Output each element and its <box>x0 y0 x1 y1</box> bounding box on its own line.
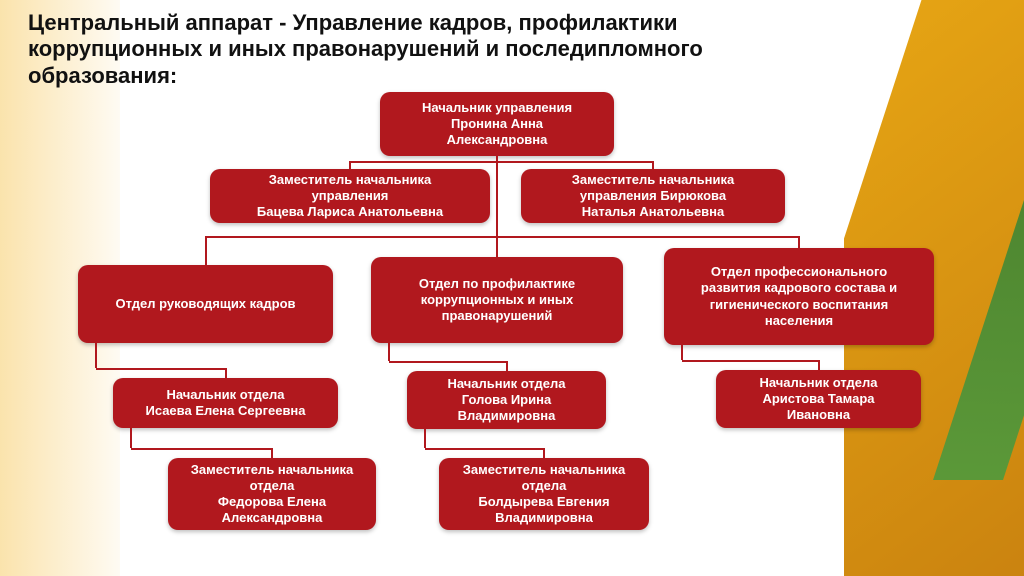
org-edge <box>682 360 819 362</box>
org-edge <box>225 368 227 378</box>
org-node-root: Начальник управленияПронина АннаАлександ… <box>380 92 614 156</box>
org-edge <box>95 343 97 368</box>
org-edge <box>389 361 507 363</box>
org-edge <box>681 345 683 360</box>
org-node-d1: Отдел руководящих кадров <box>78 265 333 343</box>
org-node-dep2: Заместитель начальникауправления Бирюков… <box>521 169 785 223</box>
org-edge <box>496 236 498 257</box>
org-node-dep1: Заместитель начальникауправленияБацева Л… <box>210 169 490 223</box>
org-node-s1: Заместитель начальникаотделаФедорова Еле… <box>168 458 376 530</box>
org-edge <box>206 236 800 238</box>
org-edge <box>652 161 654 169</box>
org-edge <box>350 161 653 163</box>
org-edge <box>130 428 132 448</box>
org-edge <box>424 429 426 448</box>
org-node-d2: Отдел по профилактикекоррупционных и ины… <box>371 257 623 343</box>
org-node-s2: Заместитель начальникаотделаБолдырева Ев… <box>439 458 649 530</box>
org-edge <box>425 448 544 450</box>
org-edge <box>131 448 272 450</box>
org-edge <box>205 236 207 265</box>
org-edge <box>271 448 273 458</box>
org-edge <box>496 161 498 236</box>
org-node-h1: Начальник отделаИсаева Елена Сергеевна <box>113 378 338 428</box>
org-node-d3: Отдел профессиональногоразвития кадровог… <box>664 248 934 345</box>
org-edge <box>388 343 390 361</box>
org-node-h2: Начальник отделаГолова ИринаВладимировна <box>407 371 606 429</box>
org-edge <box>798 236 800 248</box>
org-node-h3: Начальник отделаАристова ТамараИвановна <box>716 370 921 428</box>
org-edge <box>506 361 508 371</box>
org-edge <box>96 368 226 370</box>
page-title: Центральный аппарат - Управление кадров,… <box>28 10 788 89</box>
org-edge <box>349 161 351 169</box>
org-edge <box>543 448 545 458</box>
org-edge <box>818 360 820 370</box>
